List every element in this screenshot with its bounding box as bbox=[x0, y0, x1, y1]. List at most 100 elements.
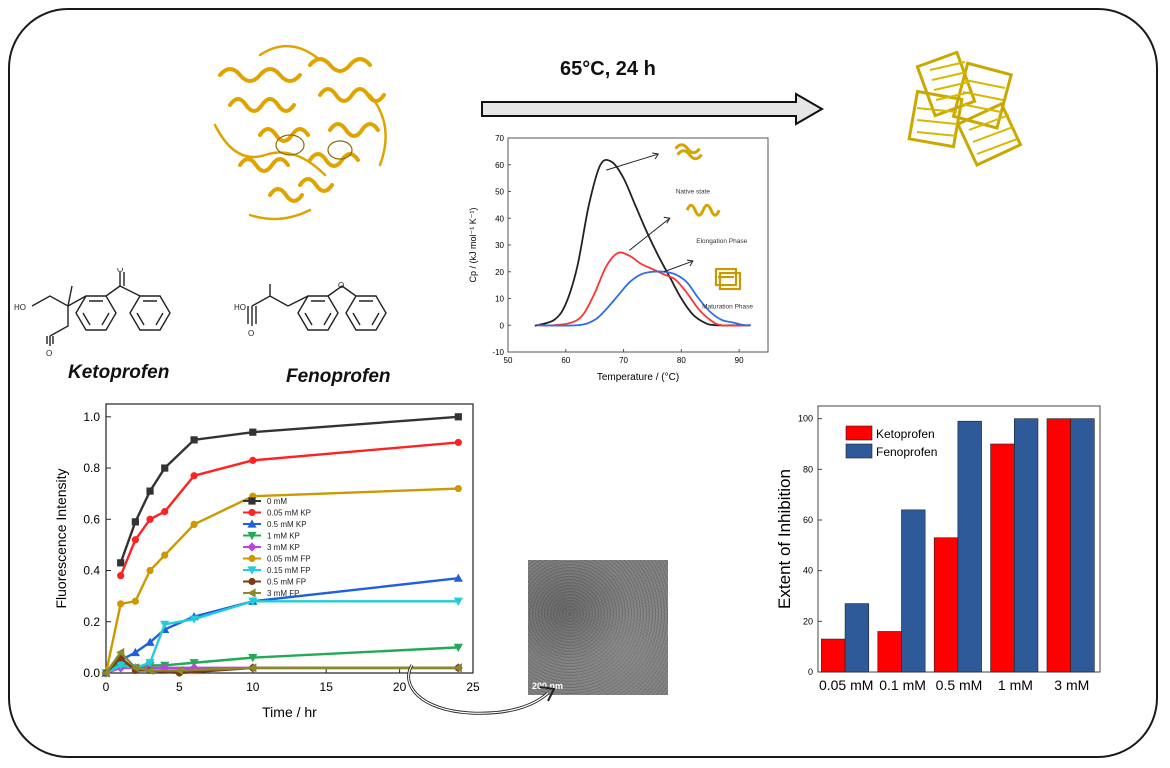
bar bbox=[957, 420, 982, 673]
curved-arrow-to-tem bbox=[407, 664, 556, 715]
x-tick-label: 10 bbox=[246, 680, 260, 694]
data-point bbox=[453, 573, 463, 582]
legend-entry: Ketoprofen bbox=[876, 427, 935, 441]
data-point bbox=[131, 597, 139, 605]
x-tick-label: 0.5 mM bbox=[936, 677, 983, 693]
series-group bbox=[117, 413, 462, 567]
dsc-thermogram-chart: 50 60 70 80 90 -10 0 10 20 30 40 50 60 70 Temperature … bbox=[468, 134, 769, 383]
series-group bbox=[117, 438, 462, 580]
series-line bbox=[536, 251, 751, 327]
data-point bbox=[117, 559, 125, 567]
data-point bbox=[454, 484, 462, 493]
bar bbox=[933, 537, 959, 673]
data-point bbox=[130, 663, 139, 673]
x-tick-label: 80 bbox=[677, 356, 686, 365]
legend-entry: 3 mM FP bbox=[267, 589, 299, 598]
legend-entry: 0 mM bbox=[267, 497, 287, 506]
tem-micrograph: 200 nm bbox=[528, 560, 668, 695]
y-tick-label: 1.0 bbox=[83, 410, 100, 424]
plot-frame bbox=[507, 137, 769, 353]
data-point bbox=[131, 536, 139, 544]
y-tick-label: 50 bbox=[495, 188, 504, 197]
x-tick-label: 70 bbox=[619, 356, 628, 365]
data-point bbox=[453, 597, 463, 606]
y-tick-label: 0.0 bbox=[83, 666, 100, 680]
annotation-label: Native state bbox=[676, 188, 711, 195]
y-tick-label: 0 bbox=[500, 321, 505, 330]
x-tick-label: 60 bbox=[561, 356, 570, 365]
legend-marker bbox=[248, 508, 256, 517]
x-tick-label: 90 bbox=[735, 356, 744, 365]
data-point bbox=[116, 661, 126, 670]
data-point bbox=[101, 668, 110, 678]
svg-text:O: O bbox=[248, 329, 254, 338]
fenoprofen-structure: HO O O bbox=[234, 281, 387, 338]
legend-entry: 1 mM KP bbox=[267, 532, 300, 541]
data-point bbox=[130, 647, 140, 657]
legend-marker bbox=[247, 566, 257, 575]
series-line bbox=[534, 159, 751, 327]
y-tick-label: 30 bbox=[495, 241, 504, 250]
y-axis-label: Extent of Inhibition bbox=[775, 469, 794, 609]
data-point bbox=[454, 438, 462, 447]
bar bbox=[1046, 418, 1071, 673]
legend-entry: 0.15 mM FP bbox=[267, 566, 311, 575]
legend-marker bbox=[248, 554, 256, 563]
x-tick-label: 15 bbox=[320, 680, 334, 694]
y-tick-label: 60 bbox=[495, 161, 504, 170]
data-point bbox=[190, 436, 198, 444]
x-tick-label: 50 bbox=[504, 356, 513, 365]
condition-label: 65°C, 24 h bbox=[560, 58, 656, 80]
y-tick-label: 80 bbox=[803, 464, 813, 474]
bar bbox=[877, 631, 902, 673]
data-point bbox=[249, 428, 257, 436]
x-tick-label: 3 mM bbox=[1054, 677, 1089, 693]
series-group bbox=[101, 597, 463, 678]
y-tick-label: 20 bbox=[803, 616, 813, 626]
data-point bbox=[117, 600, 125, 608]
y-tick-label: 0.4 bbox=[83, 564, 100, 578]
annotation-arrowhead bbox=[663, 216, 671, 224]
data-point bbox=[161, 464, 169, 472]
y-tick-label: 40 bbox=[495, 214, 504, 223]
svg-text:O: O bbox=[46, 349, 52, 358]
bar bbox=[821, 638, 846, 673]
legend-entry: 0.5 mM KP bbox=[267, 520, 307, 529]
annotation-arrow bbox=[606, 153, 659, 171]
svg-text:O: O bbox=[117, 268, 123, 274]
legend-entry: Fenoprofen bbox=[876, 445, 937, 459]
legend-entry: 0.5 mM FP bbox=[267, 578, 306, 587]
data-point bbox=[189, 663, 199, 673]
y-tick-label: 20 bbox=[495, 268, 504, 277]
x-tick-label: 1 mM bbox=[998, 677, 1033, 693]
legend-marker bbox=[247, 588, 256, 598]
data-point bbox=[249, 456, 257, 464]
x-tick-label: 0 bbox=[103, 680, 110, 694]
y-tick-label: -10 bbox=[492, 348, 504, 357]
data-point bbox=[161, 508, 169, 516]
fibril-aggregate bbox=[907, 50, 1023, 167]
legend-marker bbox=[248, 577, 256, 586]
data-point bbox=[146, 487, 154, 495]
y-tick-label: 10 bbox=[495, 295, 504, 304]
y-axis-label: Fluorescence Intensity bbox=[53, 468, 69, 608]
bar bbox=[1070, 418, 1095, 673]
mature-fibril-icon bbox=[714, 267, 742, 291]
process-arrow bbox=[481, 92, 825, 126]
data-point bbox=[160, 663, 170, 673]
data-point bbox=[189, 659, 199, 668]
legend-marker bbox=[248, 497, 256, 505]
y-tick-label: 0.6 bbox=[83, 512, 100, 526]
annotation-arrow bbox=[663, 260, 694, 273]
legend-entry: 3 mM KP bbox=[267, 543, 300, 552]
tem-texture bbox=[528, 560, 668, 695]
svg-text:HO: HO bbox=[234, 303, 246, 312]
bar bbox=[844, 603, 870, 673]
legend-marker bbox=[247, 519, 257, 528]
y-tick-label: 40 bbox=[803, 566, 813, 576]
inhibition-bar-chart: 0 20 40 60 80 100 Extent of Inhibition 0.05 mM 0… bbox=[775, 405, 1101, 693]
ketoprofen-label: Ketoprofen bbox=[68, 362, 170, 383]
x-axis-label: Temperature / (°C) bbox=[597, 372, 679, 383]
y-axis-label: Cp / (kJ mol⁻¹ K⁻¹) bbox=[468, 207, 478, 282]
x-tick-label: 0.1 mM bbox=[879, 677, 926, 693]
